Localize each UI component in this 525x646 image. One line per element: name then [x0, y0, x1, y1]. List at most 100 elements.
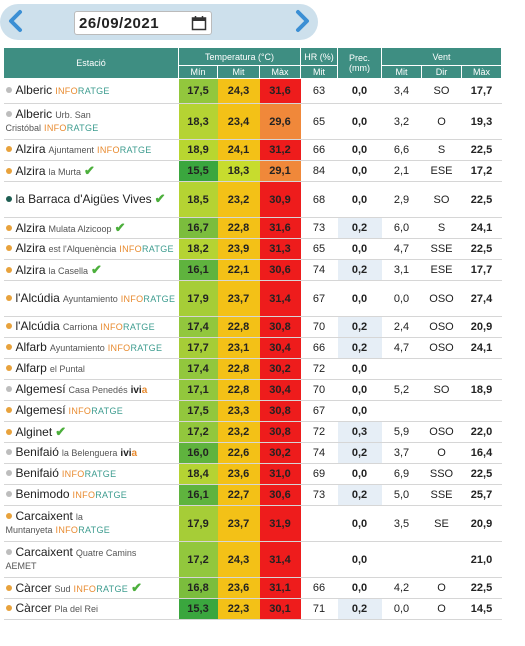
station-name[interactable]: Alberic	[15, 83, 53, 97]
table-row[interactable]: Alzira Mulata Alzicoop ✔ 16,7 22,8 31,6 73 0,2 6…	[3, 217, 525, 239]
station-cell[interactable]: Alfarb Ayuntamiento INFORATGE	[3, 337, 179, 359]
table-row[interactable]: Carcaixent Quatre Camins AEMET 17,2 24,3 31,4…	[3, 541, 525, 578]
date-input[interactable]: 26/09/2021	[74, 11, 212, 35]
header-tmid[interactable]: Mit	[217, 65, 260, 79]
station-dot-icon	[5, 87, 12, 94]
station-location: Ayuntamiento	[49, 343, 105, 353]
header-hr-mid[interactable]: Mit	[300, 65, 338, 79]
table-row[interactable]: Benifaió INFORATGE 18,4 23,6 31,0 69 0,0 6,9 SSO…	[3, 463, 525, 485]
station-cell[interactable]: Alzira Ajuntament INFORATGE	[3, 139, 179, 161]
table-row[interactable]: Algemesí INFORATGE 17,5 23,3 30,8 67 0,0	[3, 400, 525, 422]
wind-max: 25,7	[461, 484, 502, 506]
station-name[interactable]: Carcaixent	[15, 509, 73, 523]
header-wind-dir[interactable]: Dir	[421, 65, 462, 79]
station-cell[interactable]: Alzira est l'Alquenència INFORATGE	[3, 238, 179, 260]
station-cell[interactable]: Benifaió INFORATGE	[3, 463, 179, 485]
station-name[interactable]: Càrcer	[15, 580, 52, 595]
chevron-left-icon[interactable]	[4, 8, 30, 34]
table-row[interactable]: Càrcer Sud INFORATGE ✔ 16,8 23,6 31,1 66 0,0 4,2 O…	[3, 577, 525, 599]
station-cell[interactable]: Alberic INFORATGE	[3, 78, 179, 104]
wind-dir: O	[421, 103, 462, 140]
temp-min: 16,0	[178, 442, 218, 464]
station-name[interactable]: Alzira	[15, 262, 46, 277]
station-dot-icon	[5, 323, 12, 330]
station-cell[interactable]: l'Alcúdia Ayuntamiento INFORATGE	[3, 280, 179, 317]
table-row[interactable]: Algemesí Casa Penedés ivia 17,1 22,8 30,4 70 0,…	[3, 379, 525, 401]
table-row[interactable]: Benimodo INFORATGE 16,1 22,7 30,6 73 0,2 5,0 SSE…	[3, 484, 525, 506]
wind-max: 22,5	[461, 577, 502, 599]
table-row[interactable]: Alzira la Casella ✔ 16,1 22,1 30,6 74 0,2 3,1 ESE…	[3, 259, 525, 281]
station-cell[interactable]: Alzira la Murta ✔	[3, 160, 179, 182]
table-row[interactable]: Carcaixent la Muntanyeta INFORATGE 17,9 23,7…	[3, 505, 525, 542]
station-name[interactable]: Càrcer	[15, 601, 52, 615]
station-cell[interactable]: Carcaixent Quatre Camins AEMET	[3, 541, 179, 578]
wind-dir: S	[421, 139, 462, 161]
station-name[interactable]: Alzira	[15, 220, 46, 235]
table-row[interactable]: Alberic Urb. San Cristóbal INFORATGE 18,3 23…	[3, 103, 525, 140]
wind-dir: SSE	[421, 238, 462, 260]
station-name[interactable]: Alzira	[15, 241, 46, 255]
wind-max: 17,2	[461, 160, 502, 182]
wind-mid: 2,9	[381, 181, 422, 218]
wind-max: 16,4	[461, 442, 502, 464]
table-row[interactable]: l'Alcúdia Ayuntamiento INFORATGE 17,9 23,7 31…	[3, 280, 525, 317]
header-tmax[interactable]: Màx	[259, 65, 301, 79]
temp-mid: 24,1	[217, 139, 260, 161]
station-name[interactable]: la Barraca d'Aigües Vives	[15, 192, 152, 206]
table-row[interactable]: Benifaió la Belenguera ivia 16,0 22,6 30,2 74 0…	[3, 442, 525, 464]
station-cell[interactable]: la Barraca d'Aigües Vives ✔	[3, 181, 179, 218]
table-row[interactable]: Alfarp el Puntal 17,4 22,8 30,2 72 0,0	[3, 358, 525, 380]
station-cell[interactable]: Alfarp el Puntal	[3, 358, 179, 380]
station-name[interactable]: Benifaió	[15, 466, 59, 480]
station-name[interactable]: Alzira	[15, 163, 46, 178]
header-tmin[interactable]: Mín	[178, 65, 218, 79]
station-cell[interactable]: Càrcer Sud INFORATGE ✔	[3, 577, 179, 599]
station-cell[interactable]: Alberic Urb. San Cristóbal INFORATGE	[3, 103, 179, 140]
table-row[interactable]: Alginet ✔ 17,2 23,2 30,8 72 0,3 5,9 OSO 22,0	[3, 421, 525, 443]
table-row[interactable]: l'Alcúdia Carriona INFORATGE 17,4 22,8 30,8 70…	[3, 316, 525, 338]
header-wind-mid[interactable]: Mit	[381, 65, 422, 79]
table-row[interactable]: Alzira est l'Alquenència INFORATGE 18,2 23,9…	[3, 238, 525, 260]
station-cell[interactable]: Alginet ✔	[3, 421, 179, 443]
table-row[interactable]: Alfarb Ayuntamiento INFORATGE 17,7 23,1 30,4 6…	[3, 337, 525, 359]
station-name[interactable]: Alginet	[15, 424, 53, 439]
station-name[interactable]: Benimodo	[15, 487, 70, 501]
station-cell[interactable]: Algemesí INFORATGE	[3, 400, 179, 422]
station-cell[interactable]: Carcaixent la Muntanyeta INFORATGE	[3, 505, 179, 542]
station-name[interactable]: Alzira	[15, 142, 46, 156]
station-cell[interactable]: l'Alcúdia Carriona INFORATGE	[3, 316, 179, 338]
table-row[interactable]: Alzira la Murta ✔ 15,5 18,3 29,1 84 0,0 2,1 ESE 17…	[3, 160, 525, 182]
station-name[interactable]: Benifaió	[15, 445, 59, 459]
table-row[interactable]: Alberic INFORATGE 17,5 24,3 31,6 63 0,0 3,4 SO 17…	[3, 78, 525, 104]
station-name[interactable]: l'Alcúdia	[15, 319, 60, 333]
station-name[interactable]: Algemesí	[15, 403, 66, 417]
humidity-mid	[300, 541, 338, 578]
station-name[interactable]: Alberic	[15, 107, 53, 121]
table-row[interactable]: Càrcer Pla del Rei 15,3 22,3 30,1 71 0,2 0,0 O 14…	[3, 598, 525, 620]
station-name[interactable]: l'Alcúdia	[15, 290, 60, 305]
humidity-mid: 65	[300, 103, 338, 140]
station-cell[interactable]: Benifaió la Belenguera ivia	[3, 442, 179, 464]
chevron-right-icon[interactable]	[288, 8, 314, 34]
wind-mid: 3,1	[381, 259, 422, 281]
wind-dir: OSO	[421, 316, 462, 338]
station-cell[interactable]: Alzira la Casella ✔	[3, 259, 179, 281]
table-row[interactable]: Alzira Ajuntament INFORATGE 18,9 24,1 31,2 66 0…	[3, 139, 525, 161]
table-row[interactable]: la Barraca d'Aigües Vives ✔ 18,5 23,2 30,9 68…	[3, 181, 525, 218]
wind-mid: 6,6	[381, 139, 422, 161]
station-name[interactable]: Alfarb	[15, 340, 47, 354]
station-cell[interactable]: Càrcer Pla del Rei	[3, 598, 179, 620]
station-name[interactable]: Alfarp	[15, 361, 47, 375]
station-name[interactable]: Algemesí	[15, 382, 66, 396]
station-cell[interactable]: Benimodo INFORATGE	[3, 484, 179, 506]
station-name[interactable]: Carcaixent	[15, 545, 73, 559]
station-dot-icon	[5, 196, 12, 203]
header-station[interactable]: Estació	[3, 47, 179, 79]
temp-max: 31,3	[259, 238, 301, 260]
humidity-mid: 67	[300, 280, 338, 317]
header-wind-max[interactable]: Màx	[461, 65, 502, 79]
calendar-icon[interactable]	[191, 15, 207, 31]
station-cell[interactable]: Alzira Mulata Alzicoop ✔	[3, 217, 179, 239]
temp-mid: 23,6	[217, 463, 260, 485]
station-cell[interactable]: Algemesí Casa Penedés ivia	[3, 379, 179, 401]
